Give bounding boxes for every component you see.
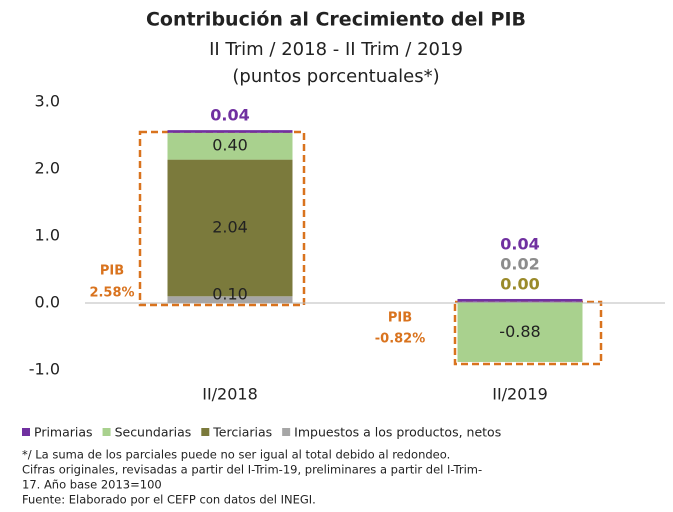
legend-swatch <box>102 428 111 436</box>
y-tick-label: 2.0 <box>35 159 60 178</box>
chart-subtitle: (puntos porcentuales*) <box>232 66 439 87</box>
data-label: 2.04 <box>212 217 248 236</box>
legend-label: Terciarias <box>212 425 272 440</box>
annotation: -0.82% <box>375 332 426 347</box>
bar-segment <box>167 296 293 303</box>
data-label: 0.00 <box>500 274 539 293</box>
legend-label: Secundarias <box>115 425 192 440</box>
data-label: 0.04 <box>500 234 539 253</box>
bar-segment <box>167 159 293 297</box>
annotation: PIB <box>100 264 124 279</box>
footnote: 17. Año base 2013=100 <box>22 478 162 492</box>
y-tick-label: 3.0 <box>35 92 60 111</box>
footnote: */ La suma de los parciales puede no ser… <box>22 448 450 462</box>
x-tick-label: II/2019 <box>492 385 548 404</box>
bar-segment <box>457 298 583 302</box>
legend-swatch <box>22 428 30 436</box>
data-label: 0.04 <box>210 106 249 125</box>
legend-label: Impuestos a los productos, netos <box>294 425 501 440</box>
data-label: 0.02 <box>500 254 539 273</box>
footnote: Fuente: Elaborado por el CEFP con datos … <box>22 493 316 507</box>
chart-title: Contribución al Crecimiento del PIB <box>146 9 526 31</box>
data-label: 0.10 <box>212 285 248 304</box>
annotation: PIB <box>388 311 412 326</box>
bar-segment <box>457 303 583 362</box>
x-tick-label: II/2018 <box>202 385 258 404</box>
bar-segment <box>457 301 583 303</box>
legend-label: Primarias <box>34 425 93 440</box>
legend-swatch <box>282 428 291 436</box>
y-tick-label: 0.0 <box>35 293 60 312</box>
data-label: 0.40 <box>212 136 248 155</box>
data-label: -0.88 <box>499 322 540 341</box>
annotation: 2.58% <box>89 286 134 301</box>
y-tick-label: 1.0 <box>35 226 60 245</box>
chart-subtitle: II Trim / 2018 - II Trim / 2019 <box>209 39 463 60</box>
footnote: Cifras originales, revisadas a partir de… <box>22 463 482 477</box>
bar-segment <box>167 132 293 160</box>
y-tick-label: -1.0 <box>29 360 60 379</box>
legend-swatch <box>201 428 210 436</box>
bar-segment <box>167 130 293 133</box>
